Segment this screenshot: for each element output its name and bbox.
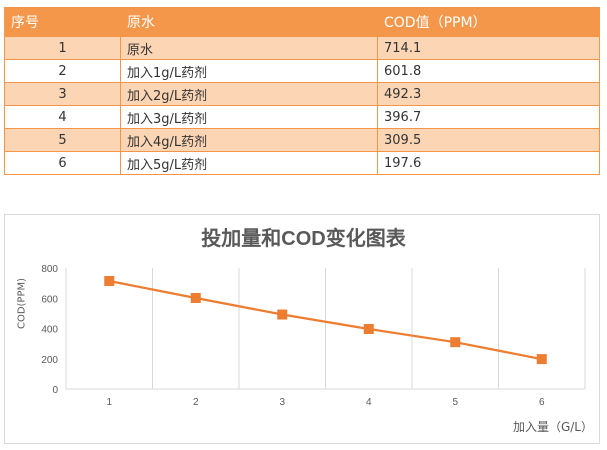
row-index: 4 xyxy=(4,105,121,129)
chart-title: 投加量和COD变化图表 xyxy=(201,228,406,250)
header-index: 序号 xyxy=(4,7,121,37)
data-point-marker xyxy=(277,309,288,320)
data-point-marker xyxy=(104,275,115,286)
row-value: 714.1 xyxy=(377,36,600,60)
x-tick-label: 4 xyxy=(366,397,372,408)
row-index: 1 xyxy=(4,36,121,60)
y-tick-label: 600 xyxy=(41,294,58,305)
data-point-marker xyxy=(536,354,547,365)
x-axis-label: 加入量（G/L） xyxy=(512,420,593,434)
row-index: 2 xyxy=(4,59,121,83)
row-index: 3 xyxy=(4,82,121,106)
row-value: 309.5 xyxy=(377,128,600,152)
x-tick-label: 6 xyxy=(539,397,545,408)
table-row: 1 原水 714.1 xyxy=(4,36,600,60)
row-index: 6 xyxy=(4,151,121,175)
row-value: 492.3 xyxy=(377,82,600,106)
y-tick-label: 400 xyxy=(41,325,58,336)
y-tick-label: 200 xyxy=(41,355,58,366)
x-tick-label: 3 xyxy=(279,397,285,408)
table-header-row: 序号 原水 COD值（PPM） xyxy=(4,7,600,37)
table-row: 3 加入2g/L药剂 492.3 xyxy=(4,82,600,106)
x-tick-label: 5 xyxy=(452,397,458,408)
x-tick-label: 2 xyxy=(193,397,199,408)
row-label: 加入1g/L药剂 xyxy=(120,59,378,83)
data-point-marker xyxy=(450,337,461,348)
y-tick-label: 800 xyxy=(41,264,58,275)
table-row: 6 加入5g/L药剂 197.6 xyxy=(4,151,600,175)
cod-data-table: 序号 原水 COD值（PPM） 1 原水 714.1 2 加入1g/L药剂 60… xyxy=(4,7,600,175)
data-point-marker xyxy=(363,323,374,334)
data-point-marker xyxy=(190,292,201,303)
y-tick-label: 0 xyxy=(52,385,58,396)
row-label: 原水 xyxy=(120,36,378,60)
row-label: 加入5g/L药剂 xyxy=(120,151,378,175)
chart-container xyxy=(4,214,600,444)
table-row: 2 加入1g/L药剂 601.8 xyxy=(4,59,600,83)
row-value: 601.8 xyxy=(377,59,600,83)
series-line xyxy=(109,279,542,361)
row-label: 加入2g/L药剂 xyxy=(120,82,378,106)
row-index: 5 xyxy=(4,128,121,152)
row-label: 加入3g/L药剂 xyxy=(120,105,378,129)
x-tick-label: 1 xyxy=(106,397,112,408)
table-row: 4 加入3g/L药剂 396.7 xyxy=(4,105,600,129)
row-value: 197.6 xyxy=(377,151,600,175)
